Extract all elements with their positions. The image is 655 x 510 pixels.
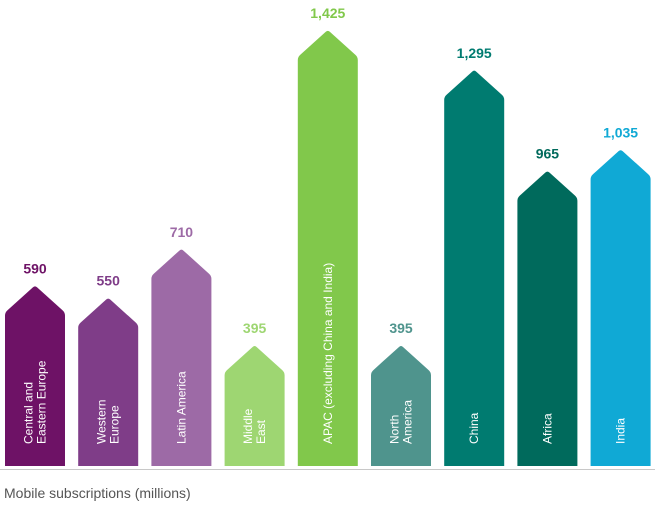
category-label-line: Latin America xyxy=(174,371,188,444)
data-label: 1,035 xyxy=(603,124,638,140)
category-label: NorthAmerica xyxy=(388,400,415,444)
category-label-line: India xyxy=(614,418,628,444)
data-label: 590 xyxy=(23,260,47,276)
category-label-line: Eastern Europe xyxy=(35,360,49,444)
bar xyxy=(590,150,651,466)
category-label-line: East xyxy=(254,419,268,444)
data-label: 1,295 xyxy=(457,45,492,61)
data-label: 550 xyxy=(97,273,121,289)
category-label-line: Middle xyxy=(241,408,255,444)
data-label: 965 xyxy=(536,146,560,162)
bar xyxy=(151,249,212,466)
data-label: 395 xyxy=(389,320,413,336)
bar xyxy=(297,30,358,467)
category-label-line: Western xyxy=(95,400,109,444)
footer-rule xyxy=(0,469,655,470)
category-label: Central andEastern Europe xyxy=(22,360,49,444)
category-label: APAC (excluding China and India) xyxy=(321,263,335,444)
category-label-line: Europe xyxy=(108,405,122,444)
data-label: 710 xyxy=(170,224,194,240)
category-label: Latin America xyxy=(174,371,188,444)
bar-chart: 590 Central andEastern Europe 550 WesternEu… xyxy=(5,5,651,467)
category-label: India xyxy=(614,418,628,444)
data-label: 1,425 xyxy=(310,5,345,21)
category-label-line: Africa xyxy=(540,413,554,444)
category-label: Africa xyxy=(540,413,554,444)
category-label-line: China xyxy=(467,412,481,444)
bar xyxy=(517,171,578,466)
bar xyxy=(444,70,505,466)
category-label: China xyxy=(467,412,481,444)
category-label: MiddleEast xyxy=(241,408,268,444)
data-label: 395 xyxy=(243,320,267,336)
category-label-line: APAC (excluding China and India) xyxy=(321,263,335,444)
category-label-line: Central and xyxy=(22,382,36,444)
category-label-line: America xyxy=(401,400,415,444)
category-label-line: North xyxy=(388,415,402,444)
category-label: WesternEurope xyxy=(95,400,122,444)
bar xyxy=(371,346,431,466)
bar xyxy=(5,286,65,466)
bar xyxy=(224,346,285,466)
chart-caption: Mobile subscriptions (millions) xyxy=(4,485,191,501)
bar xyxy=(78,298,139,466)
